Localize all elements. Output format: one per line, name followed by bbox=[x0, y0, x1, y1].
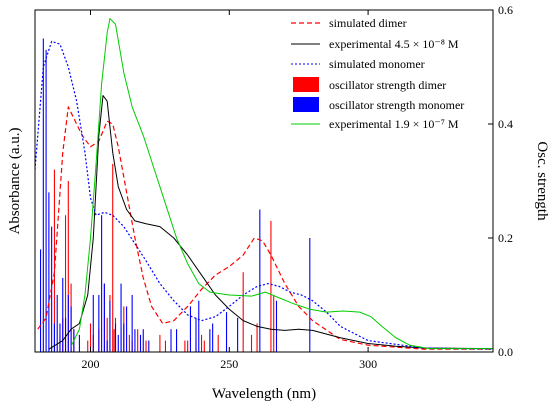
y-axis-right: 0.0 0.2 0.4 0.6 bbox=[488, 3, 513, 359]
x-tick-label-200: 200 bbox=[82, 357, 100, 371]
oscillator-sticks bbox=[39, 38, 311, 352]
experimental-4-5-10-m-line bbox=[48, 95, 493, 350]
legend-label-experimental-19: experimental 1.9 × 10⁻⁷ M bbox=[329, 117, 459, 131]
y-tick-label-0.4: 0.4 bbox=[498, 117, 513, 131]
legend-label-osc-dimer: oscillator strength dimer bbox=[329, 78, 446, 92]
y-axis-right-label: Osc. strength bbox=[534, 141, 550, 221]
x-axis: 200 250 300 bbox=[82, 10, 377, 371]
simulated-dimer-line bbox=[37, 106, 493, 350]
x-axis-label: Wavelength (nm) bbox=[212, 386, 316, 402]
y-axis-left-label: Absorbance (a.u.) bbox=[7, 127, 23, 234]
legend-label-simulated-dimer: simulated dimer bbox=[329, 16, 407, 30]
legend-swatch-osc-monomer bbox=[293, 97, 319, 112]
x-tick-label-250: 250 bbox=[220, 357, 238, 371]
y-tick-label-0.0: 0.0 bbox=[498, 345, 513, 359]
legend-label-osc-monomer: oscillator strength monomer bbox=[329, 98, 464, 112]
legend-label-simulated-monomer: simulated monomer bbox=[329, 57, 425, 71]
plot-frame bbox=[34, 9, 494, 353]
legend: simulated dimer experimental 4.5 × 10⁻⁸ … bbox=[291, 16, 464, 131]
y-tick-label-0.2: 0.2 bbox=[498, 231, 513, 245]
y-tick-label-0.6: 0.6 bbox=[498, 3, 513, 17]
x-tick-label-300: 300 bbox=[359, 357, 377, 371]
legend-swatch-osc-dimer bbox=[293, 77, 319, 92]
spectra-lines bbox=[35, 18, 493, 350]
legend-label-experimental-45: experimental 4.5 × 10⁻⁸ M bbox=[329, 37, 459, 51]
experimental-1-9-10-m-line bbox=[70, 18, 493, 350]
